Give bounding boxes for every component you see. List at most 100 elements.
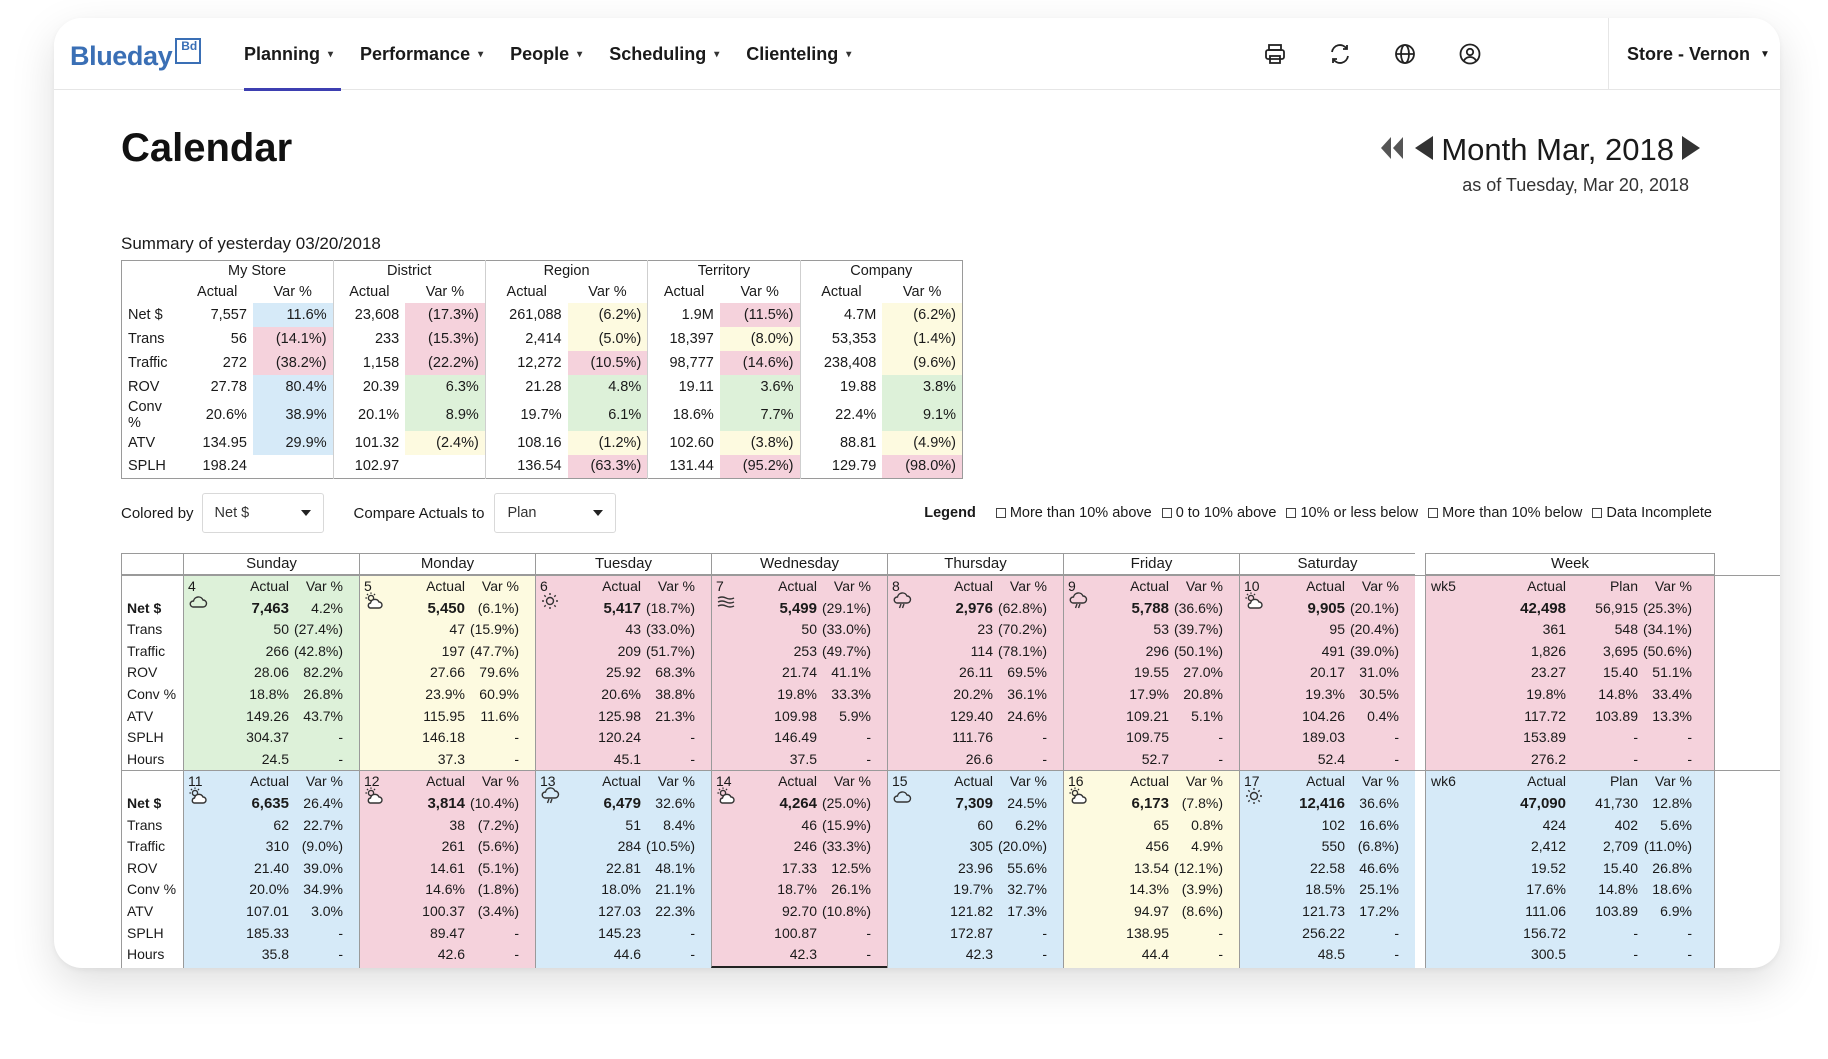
day-cell[interactable]: 9 Actual Var % 5,788 (36.6%) 53 (39.7%) 296 (50.… [1063,576,1239,771]
day-cell[interactable]: 11 Actual Var % 6,635 26.4% 62 22.7% 310 (9.0%) 2… [183,771,359,968]
day-number: 11 [188,773,203,790]
metric-row: 109.21 5.1% [1064,706,1239,728]
day-cell[interactable]: 4 Actual Var % 7,463 4.2% 50 (27.4%) 266 (42.8%)… [183,576,359,771]
day-cell[interactable]: 7 Actual Var % 5,499 (29.1%) 50 (33.0%) 253 (49.… [711,576,887,771]
week-metric-row: 19.52 15.40 26.8% [1426,858,1714,880]
day-cell[interactable]: 16 Actual Var % 6,173 (7.8%) 65 0.8% 456 4.9% 13.… [1063,771,1239,968]
nav-item-clienteling[interactable]: Clienteling ▾ [746,18,851,90]
metric-row: 189.03 - [1240,727,1415,749]
metric-row: 17.9% 20.8% [1064,684,1239,706]
blank-cell [888,749,928,771]
column-gap [1415,771,1425,968]
day-number: 15 [892,773,908,790]
week-metric-row: 424 402 5.6% [1426,815,1714,837]
weather-cell [1240,787,1280,815]
weather-cell [360,787,400,815]
metric-var: - [338,924,343,941]
metric-var: - [514,946,519,963]
refresh-icon[interactable] [1322,36,1358,72]
week-metric-row: 23.27 15.40 51.1% [1426,662,1714,684]
nav-item-planning[interactable]: Planning ▾ [244,18,342,91]
day-cell[interactable]: 6 Actual Var % 5,417 (18.7%) 43 (33.0%) 209 (51.… [535,576,711,771]
legend-swatch [995,508,1006,518]
blank-cell [360,727,400,749]
as-of-date: as of Tuesday, Mar 20, 2018 [1462,175,1689,195]
blank-cell [712,901,752,923]
nav-item-people[interactable]: People ▾ [510,18,582,90]
summary-actual: 7,557 [210,306,247,323]
week-total-cell[interactable]: wk5 Actual Plan Var % 42,498 56,915 (25.3%) 361… [1425,576,1715,771]
summary-var: (1.2%) [567,430,648,455]
summary-actual: 102.60 [647,430,720,455]
store-name: Store - Vernon [1627,43,1751,64]
blank-cell [1426,815,1478,837]
metric-row: 42.6 - [360,944,535,966]
metric-var: (20.1%) [1349,599,1399,616]
page-title: Calendar [121,126,293,170]
blank-cell [888,901,928,923]
summary-var: (15.3%) [405,326,486,351]
first-period-icon[interactable] [1379,135,1405,166]
metric-var: (10.4%) [469,794,519,811]
day-cell[interactable]: 8 Actual Var % 2,976 (62.8%) 23 (70.2%) 114 (78.… [887,576,1063,771]
store-selector[interactable]: Store - Vernon ▼ [1608,18,1780,90]
week-plan: - [1633,729,1638,746]
metric-var: - [1394,750,1399,767]
weather-cell [888,791,928,815]
nav-item-scheduling[interactable]: Scheduling ▾ [609,18,719,90]
colored-by-select[interactable]: Net $ [201,493,324,533]
day-number: 10 [1244,578,1260,594]
var-header: Var % [1361,773,1399,790]
blank-cell [536,836,576,858]
metric-row: 310 (9.0%) [184,836,359,858]
metric-actual: 146.18 [422,729,465,746]
day-cell[interactable]: 14 Actual Var % 4,264 (25.0%) 46 (15.9%) 246 (33… [711,771,887,968]
printer-icon[interactable] [1257,36,1293,72]
globe-icon[interactable] [1387,36,1423,72]
day-cell[interactable]: 17 Actual Var % 12,416 36.6% 102 16.6% 550 (6.8%… [1239,771,1415,968]
summary-row: ROV 27.78 80.4% 20.39 6.3% 21.28 4.8% 19.11 3.6%… [122,374,963,399]
next-month-icon[interactable] [1680,135,1702,166]
logo[interactable]: Blueday Bd [70,36,202,76]
metric-row: 296 (50.1%) [1064,641,1239,663]
summary-actual: 56 [230,330,247,347]
blank-cell [1064,706,1104,728]
week-total-cell[interactable]: wk6 Actual Plan Var % 47,090 41,730 12.8% 424 40… [1425,771,1715,968]
user-icon[interactable] [1452,36,1488,72]
metric-actual: 7,463 [251,599,289,617]
prev-month-icon[interactable] [1413,135,1435,166]
summary-var: 4.8% [567,374,648,399]
metric-row: 35.8 - [184,944,359,966]
metric-row: 43 (33.0%) [536,619,711,641]
blank-cell [1240,662,1280,684]
day-cell[interactable]: 13 Actual Var % 6,479 32.6% 51 8.4% 284 (10.5%) 2… [535,771,711,968]
compare-select[interactable]: Plan [494,493,617,533]
actual-header: Actual [250,578,289,594]
nav-item-performance[interactable]: Performance ▾ [360,18,483,90]
row-labels: Net $ Trans Traffic ROV Conv % ATV SPLH Hours [121,576,183,771]
metric-row: 129.40 24.6% [888,706,1063,728]
summary-actual: 261,088 [484,302,568,327]
metric-actual: 43 [625,621,641,638]
caret-down-icon [300,510,311,516]
metric-actual: 20.0% [249,881,289,898]
day-cell[interactable]: 12 Actual Var % 3,814 (10.4%) 38 (7.2%) 261 (5.6… [359,771,535,968]
row-label: ROV [127,664,158,681]
metric-row: 284 (10.5%) [536,836,711,858]
summary-actual: 4.7M [799,302,883,327]
row-label: ROV [127,859,158,876]
blank-cell [1240,619,1280,641]
day-cell[interactable]: 10 Actual Var % 9,905 (20.1%) 95 (20.4%) 491 (39… [1239,576,1415,771]
day-header-sunday: Sunday [183,553,359,575]
blank-cell [536,662,576,684]
blank-cell [1064,662,1104,684]
blank-cell [1240,836,1280,858]
weather-cell [360,592,400,620]
metric-var: (70.2%) [997,621,1047,638]
day-cell[interactable]: 15 Actual Var % 7,309 24.5% 60 6.2% 305 (20.0%) 2… [887,771,1063,968]
metric-row: 107.01 3.0% [184,901,359,923]
day-cell[interactable]: 5 Actual Var % 5,450 (6.1%) 47 (15.9%) 197 (47.7… [359,576,535,771]
actual-header: Actual [250,773,289,790]
metric-row: 42.3 - [888,944,1063,966]
metric-row: 20.2% 36.1% [888,684,1063,706]
